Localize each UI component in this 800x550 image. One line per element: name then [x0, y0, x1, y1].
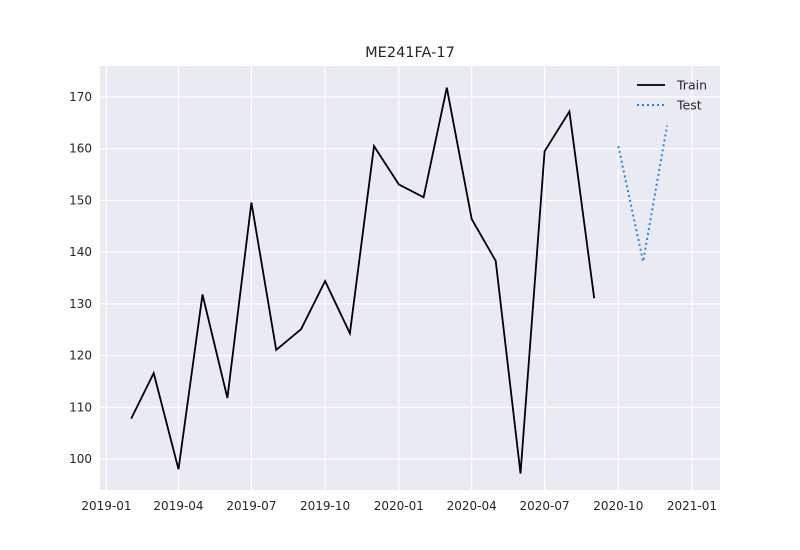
- y-tick-label: 170: [69, 90, 92, 104]
- legend-label-train: Train: [676, 78, 707, 93]
- x-tick-label: 2019-01: [81, 499, 131, 513]
- y-tick-label: 100: [69, 452, 92, 466]
- tick-labels: 2019-01 2019-04 2019-07 2019-10 2020-01 2020-…: [69, 90, 717, 513]
- x-tick-label: 2020-07: [520, 499, 570, 513]
- y-tick-label: 150: [69, 193, 92, 207]
- series-layer: [130, 87, 669, 474]
- x-tick-label: 2020-10: [593, 499, 643, 513]
- grid: [100, 66, 720, 490]
- x-tick-label: 2019-07: [226, 499, 276, 513]
- x-tick-label: 2019-04: [153, 499, 203, 513]
- chart-title: ME241FA-17: [365, 45, 455, 61]
- y-tick-label: 120: [69, 349, 92, 363]
- legend: Train Test: [637, 78, 707, 113]
- x-tick-label: 2020-04: [447, 499, 497, 513]
- x-tick-label: 2020-01: [374, 499, 424, 513]
- y-tick-label: 110: [69, 400, 92, 414]
- y-tick-label: 130: [69, 297, 92, 311]
- series-line-test: [617, 125, 669, 262]
- plot-area: [100, 66, 720, 490]
- y-tick-label: 160: [69, 142, 92, 156]
- series-line-train: [130, 87, 596, 474]
- legend-label-test: Test: [676, 98, 702, 113]
- y-tick-label: 140: [69, 245, 92, 259]
- x-tick-label: 2021-01: [667, 499, 717, 513]
- x-tick-label: 2019-10: [300, 499, 350, 513]
